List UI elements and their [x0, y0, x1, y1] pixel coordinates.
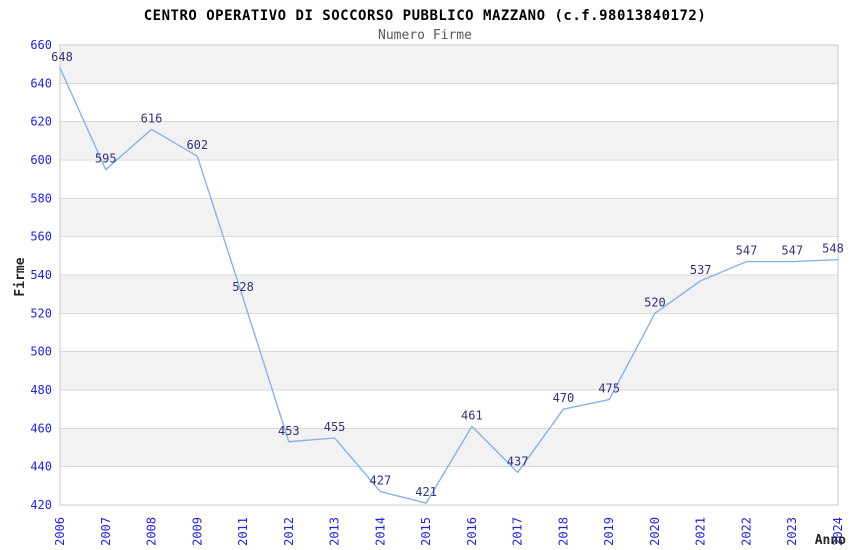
data-label: 548: [822, 242, 844, 256]
x-tick-label: 2019: [602, 517, 616, 546]
x-tick-label: 2022: [739, 517, 753, 546]
x-axis-tick-labels: 2006 2007 2008 2009 2011 2012 2013 2014 2015 2016…: [53, 517, 845, 546]
y-tick-label: 620: [30, 115, 52, 129]
y-tick-label: 500: [30, 345, 52, 359]
series-line: [59, 67, 839, 504]
plot-bands: [60, 45, 838, 467]
y-tick-label: 540: [30, 268, 52, 282]
x-axis-title: Anno: [815, 533, 846, 548]
x-tick-label: 2008: [145, 517, 159, 546]
x-tick-label: 2006: [53, 517, 67, 546]
data-label: 421: [415, 485, 437, 499]
y-axis-title: Firme: [13, 257, 28, 296]
series-lines: [59, 67, 839, 504]
x-tick-label: 2018: [556, 517, 570, 546]
x-tick-label: 2009: [190, 517, 204, 546]
x-tick-label: 2011: [236, 517, 250, 546]
x-tick-label: 2020: [648, 517, 662, 546]
x-tick-label: 2013: [328, 517, 342, 546]
plot-band: [60, 198, 838, 237]
data-label: 602: [186, 138, 208, 152]
plot-border: [59, 44, 839, 506]
gridlines: [60, 82, 838, 468]
y-axis-tick-labels: 420 440 460 480 500 520 540 560 580 600 620 640 660: [30, 38, 52, 512]
x-tick-label: 2017: [511, 517, 525, 546]
y-tick-label: 560: [30, 230, 52, 244]
y-tick-label: 660: [30, 38, 52, 52]
plot-band: [60, 121, 838, 160]
data-label: 470: [553, 391, 575, 405]
x-tick-label: 2015: [419, 517, 433, 546]
chart-title: CENTRO OPERATIVO DI SOCCORSO PUBBLICO MA…: [144, 8, 707, 24]
data-label: 528: [232, 280, 254, 294]
y-tick-label: 440: [30, 460, 52, 474]
y-tick-label: 520: [30, 306, 52, 320]
plot-band: [60, 351, 838, 390]
plot-band: [60, 275, 838, 314]
data-label: 537: [690, 263, 712, 277]
x-tick-label: 2021: [694, 517, 708, 546]
y-tick-label: 480: [30, 383, 52, 397]
data-labels: 648 595 616 602 528 453 455 427 421 461 437 470 475 5…: [51, 50, 844, 499]
x-tick-label: 2014: [373, 517, 387, 546]
data-label: 616: [141, 111, 163, 125]
data-label: 427: [370, 474, 392, 488]
data-label: 461: [461, 408, 483, 422]
y-tick-label: 640: [30, 76, 52, 90]
data-label: 520: [644, 295, 666, 309]
data-label: 547: [736, 244, 758, 258]
data-label: 648: [51, 50, 73, 64]
y-tick-label: 460: [30, 421, 52, 435]
x-tick-label: 2007: [99, 517, 113, 546]
y-tick-label: 580: [30, 191, 52, 205]
chart-subtitle: Numero Firme: [378, 28, 472, 43]
plot-band: [60, 45, 838, 84]
data-label: 437: [507, 454, 529, 468]
x-tick-label: 2016: [465, 517, 479, 546]
data-label: 453: [278, 424, 300, 438]
data-label: 595: [95, 152, 117, 166]
data-label: 475: [598, 382, 620, 396]
data-label: 547: [781, 244, 803, 258]
x-tick-label: 2012: [282, 517, 296, 546]
y-tick-label: 600: [30, 153, 52, 167]
x-tick-label: 2024: [831, 517, 845, 546]
plot-band: [60, 428, 838, 467]
data-label: 455: [324, 420, 346, 434]
y-tick-label: 420: [30, 498, 52, 512]
x-tick-label: 2023: [785, 517, 799, 546]
